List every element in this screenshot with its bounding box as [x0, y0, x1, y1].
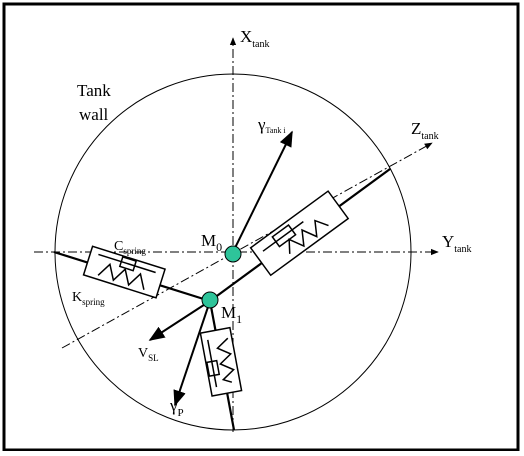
gamma-p-label: γP: [169, 396, 184, 419]
mass-m0: [224, 245, 242, 263]
left-spring-damper: [82, 245, 166, 299]
v-sl-vector: [148, 300, 211, 341]
right-spring-damper: [249, 190, 350, 277]
tank-wall-label-line2: wall: [79, 105, 109, 124]
x-axis-label: Xtank: [240, 27, 270, 50]
z-axis-line: [61, 142, 433, 349]
v-sl-label: VSL: [138, 346, 159, 363]
z-axis-label: Ztank: [411, 119, 439, 142]
gamma-p-vector: [173, 300, 211, 407]
mass-m1: [201, 291, 219, 309]
m0-label: M0: [201, 231, 222, 254]
lower-spring-damper: [199, 326, 243, 397]
k-spring-label: Kspring: [72, 290, 105, 307]
figure-frame: [2, 2, 520, 452]
m1-label: M1: [221, 303, 242, 326]
c-spring-label: Cspring: [114, 239, 146, 256]
tank-wall-label-line1: Tank: [77, 81, 111, 100]
y-axis-label: Ytank: [442, 232, 472, 255]
gamma-tank-label: γTank i: [257, 115, 286, 135]
gamma-tank-vector: [232, 130, 293, 253]
